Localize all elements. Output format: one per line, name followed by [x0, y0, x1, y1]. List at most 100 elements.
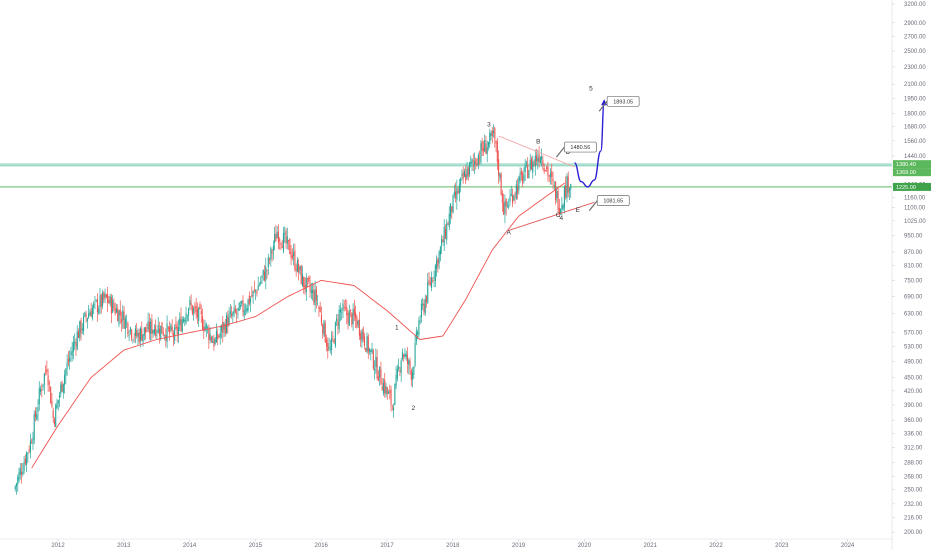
- candle-body: [386, 387, 388, 394]
- candle-body: [362, 328, 364, 340]
- candle-body: [376, 357, 378, 379]
- candle-body: [280, 243, 282, 246]
- candle-body: [276, 232, 278, 239]
- candle-body: [241, 301, 243, 304]
- candle-body: [172, 333, 174, 338]
- candle-body: [201, 316, 204, 330]
- candle-body: [404, 353, 406, 357]
- level-price-tag: [893, 168, 931, 177]
- candle-body: [80, 319, 82, 334]
- candle-body: [437, 258, 439, 267]
- wave-label: 4: [560, 215, 564, 222]
- candle-body: [566, 176, 568, 199]
- candle-body: [461, 174, 463, 176]
- candle-body: [161, 322, 163, 334]
- candle-body: [524, 164, 526, 173]
- candle-body: [343, 307, 345, 309]
- candle-body: [98, 308, 100, 314]
- candle-body: [167, 327, 169, 329]
- candle-body: [137, 332, 139, 337]
- candle-body: [337, 321, 339, 326]
- candle-body: [107, 294, 109, 304]
- price-axis[interactable]: 3200.00 2900.00 2700.00 2500.00 2300.00 2100.…: [892, 2, 926, 536]
- candle-body: [177, 327, 180, 336]
- candle-body: [465, 173, 467, 181]
- candle-body: [43, 373, 45, 386]
- candle-body: [122, 310, 124, 321]
- candle-body: [322, 324, 324, 334]
- candle-body: [299, 266, 301, 271]
- candle-body: [199, 303, 201, 310]
- candle-body: [467, 166, 469, 177]
- candle-body: [81, 328, 83, 331]
- candle-body: [518, 177, 520, 191]
- candle-body: [409, 360, 411, 369]
- candle-body: [456, 188, 458, 201]
- price-tick-label: 1025.00: [904, 219, 926, 225]
- candle-body: [272, 245, 274, 251]
- candle-body: [472, 160, 474, 162]
- candle-body: [284, 233, 286, 235]
- candle-body: [194, 305, 196, 309]
- candle-body: [181, 319, 183, 332]
- candle-body: [361, 331, 363, 343]
- candle-body: [207, 327, 209, 328]
- candle-body: [306, 278, 309, 279]
- candle-body: [449, 203, 452, 218]
- candle-body: [367, 336, 369, 353]
- price-tick-label: 2700.00: [904, 34, 926, 40]
- candle-body: [452, 194, 454, 213]
- candle-body: [318, 307, 320, 309]
- candle-body: [141, 328, 143, 341]
- candle-body: [510, 193, 512, 196]
- candle-body: [127, 322, 129, 334]
- wave-label: 3: [487, 122, 491, 129]
- candle-body: [476, 163, 478, 167]
- candle-body: [344, 307, 347, 309]
- candle-body: [334, 322, 336, 347]
- candle-body: [158, 328, 161, 336]
- candle-body: [179, 318, 181, 326]
- candle-body: [508, 205, 510, 208]
- candle-body: [328, 346, 330, 349]
- price-tick-label: 200.00: [904, 530, 923, 536]
- candle-body: [145, 327, 147, 333]
- candles: [14, 124, 572, 495]
- candle-body: [408, 359, 410, 365]
- candle-body: [548, 175, 550, 177]
- candle-body: [341, 312, 343, 313]
- price-tick-label: 2500.00: [904, 49, 926, 55]
- candle-body: [104, 293, 106, 298]
- candle-body: [319, 307, 321, 312]
- candle-body: [394, 384, 396, 406]
- candle-body: [482, 148, 484, 152]
- time-tick-label: 2023: [775, 543, 789, 549]
- candle-body: [389, 390, 391, 393]
- candle-body: [551, 171, 553, 178]
- candle-body: [250, 298, 252, 303]
- time-axis[interactable]: 2012 2013 2014 2015 2016 2017 2018 2019 2020 2021…: [51, 539, 855, 549]
- candle-body: [506, 204, 509, 205]
- candle-body: [209, 333, 211, 340]
- candle-body: [438, 251, 440, 264]
- candle-body: [513, 195, 515, 201]
- candle-body: [387, 392, 390, 394]
- candle-body: [191, 305, 193, 315]
- price-tick-label: 810.00: [904, 264, 923, 270]
- candle-body: [176, 326, 178, 335]
- candle-body: [208, 328, 210, 341]
- price-tick-label: 870.00: [904, 250, 923, 256]
- candle-body: [312, 289, 314, 294]
- candle-body: [370, 349, 372, 352]
- candle-body: [243, 310, 245, 316]
- wave-label: B: [536, 138, 540, 145]
- candle-body: [242, 300, 244, 313]
- candle-body: [153, 328, 155, 334]
- candle-body: [69, 357, 71, 361]
- candle-body: [133, 337, 135, 338]
- candle-body: [157, 324, 159, 333]
- candle-body: [444, 228, 447, 238]
- candle-body: [419, 320, 421, 322]
- candle-body: [514, 193, 516, 196]
